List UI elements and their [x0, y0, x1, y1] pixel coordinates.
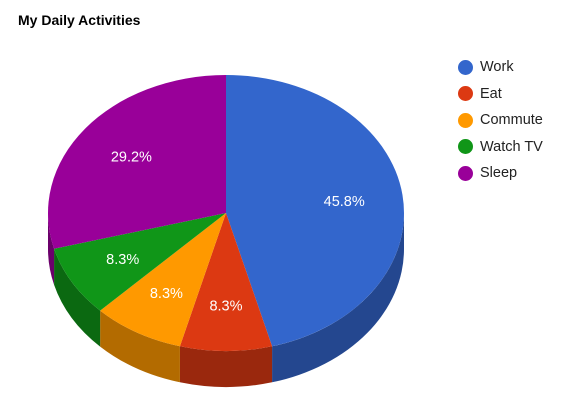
slice-label-commute: 8.3%: [150, 286, 183, 302]
legend-item-work[interactable]: Work: [458, 54, 543, 81]
legend-swatch: [458, 59, 473, 75]
legend-label: Watch TV: [480, 138, 543, 155]
pie-slice-sleep[interactable]: [47, 75, 227, 249]
slice-side-commute: [100, 310, 180, 383]
chart-title: My Daily Activities: [18, 12, 141, 28]
slice-label-watch-tv: 8.3%: [106, 252, 139, 268]
slice-side-sleep: [48, 213, 55, 285]
legend-item-watch-tv[interactable]: Watch TV: [458, 134, 543, 161]
legend-label: Sleep: [480, 165, 518, 182]
legend: Work Eat Commute Watch TV Sleep: [458, 54, 543, 187]
legend-item-eat[interactable]: Eat: [458, 81, 543, 108]
legend-swatch: [458, 112, 473, 128]
legend-swatch: [458, 139, 473, 155]
legend-swatch: [458, 165, 473, 181]
slice-label-work: 45.8%: [324, 194, 365, 210]
legend-label: Commute: [480, 112, 543, 129]
legend-label: Eat: [480, 85, 502, 102]
legend-swatch: [458, 86, 473, 102]
legend-item-commute[interactable]: Commute: [458, 107, 543, 134]
pie-slice-work[interactable]: [226, 75, 404, 347]
pie-slice-eat[interactable]: [179, 213, 273, 351]
legend-item-sleep[interactable]: Sleep: [458, 160, 543, 187]
slice-side-eat: [179, 346, 273, 387]
pie-slice-watch-tv[interactable]: [54, 213, 227, 311]
legend-label: Work: [480, 59, 514, 76]
slice-side-watch-tv: [54, 248, 101, 347]
slice-label-sleep: 29.2%: [111, 150, 152, 166]
slice-label-eat: 8.3%: [209, 299, 242, 315]
slice-side-work: [272, 213, 404, 383]
pie-slice-commute[interactable]: [100, 213, 226, 347]
